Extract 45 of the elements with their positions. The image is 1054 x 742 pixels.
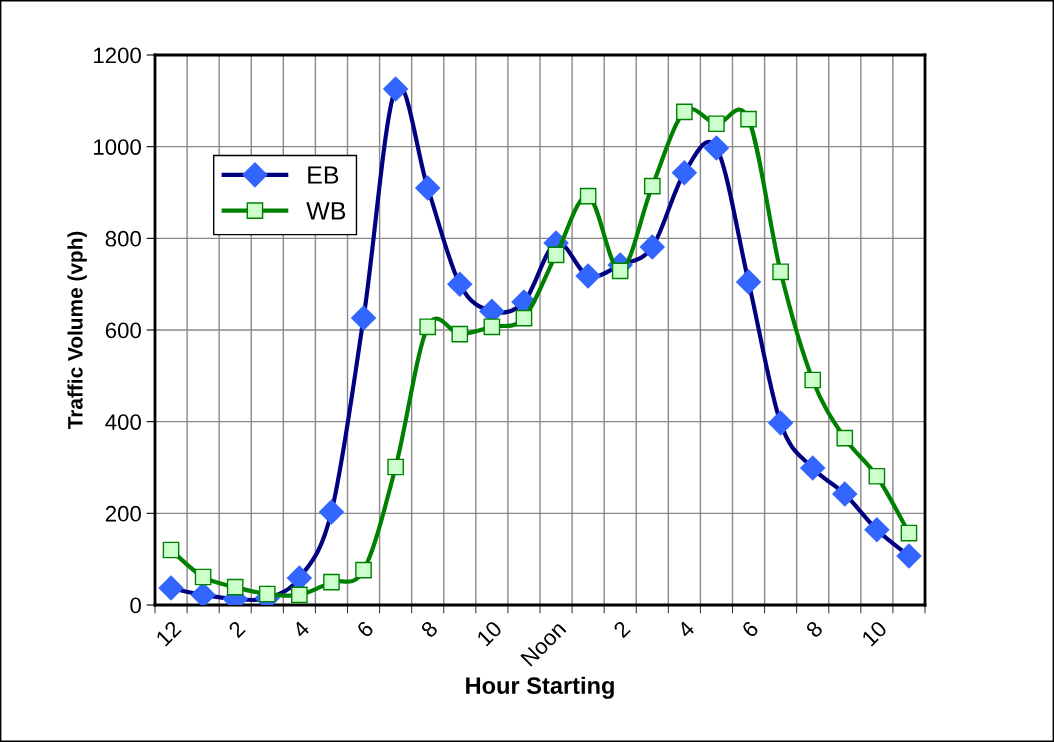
point bbox=[547, 246, 565, 264]
point bbox=[579, 187, 597, 205]
point bbox=[611, 262, 629, 280]
y-tick-label: 400 bbox=[105, 414, 141, 430]
y-tick-label: 0 bbox=[130, 597, 141, 614]
x-tick-label: 2 bbox=[227, 620, 246, 639]
point bbox=[323, 573, 340, 591]
point bbox=[419, 318, 437, 336]
x-axis-title: Hour Starting bbox=[466, 676, 614, 699]
point bbox=[643, 177, 661, 195]
x-tick-label: 12 bbox=[155, 620, 182, 647]
point bbox=[868, 467, 886, 485]
y-tick-label: 600 bbox=[105, 322, 141, 339]
point bbox=[194, 568, 212, 586]
point bbox=[676, 103, 693, 121]
point bbox=[291, 586, 308, 604]
y-axis-title: Traffic Volume (vph) bbox=[67, 231, 87, 430]
y-tick-label: 1200 bbox=[94, 47, 141, 64]
x-tick-label: 4 bbox=[291, 619, 311, 639]
point bbox=[804, 371, 822, 389]
legend-label: EB bbox=[308, 166, 339, 184]
y-tick-label: 1000 bbox=[94, 139, 141, 155]
y-tick-label: 200 bbox=[105, 505, 141, 522]
point bbox=[515, 309, 533, 327]
x-tick-label: 6 bbox=[741, 619, 760, 639]
point bbox=[740, 110, 757, 128]
x-tick-label: 8 bbox=[420, 619, 439, 639]
y-tick-label: 800 bbox=[105, 230, 141, 247]
point bbox=[772, 263, 789, 281]
point bbox=[387, 458, 404, 476]
point bbox=[162, 541, 180, 559]
legend-label: WB bbox=[306, 202, 346, 220]
point bbox=[900, 524, 918, 542]
point bbox=[451, 325, 469, 343]
point bbox=[836, 429, 854, 447]
x-tick-label: 6 bbox=[356, 619, 375, 639]
point bbox=[355, 561, 372, 579]
x-tick-label: 10 bbox=[476, 619, 503, 647]
x-tick-label: 10 bbox=[861, 619, 888, 647]
x-tick-label: 4 bbox=[676, 619, 696, 639]
x-tick-label: 8 bbox=[805, 619, 824, 639]
point bbox=[708, 115, 725, 133]
point bbox=[483, 318, 501, 336]
x-tick-label: 2 bbox=[612, 620, 631, 639]
point bbox=[226, 578, 244, 596]
